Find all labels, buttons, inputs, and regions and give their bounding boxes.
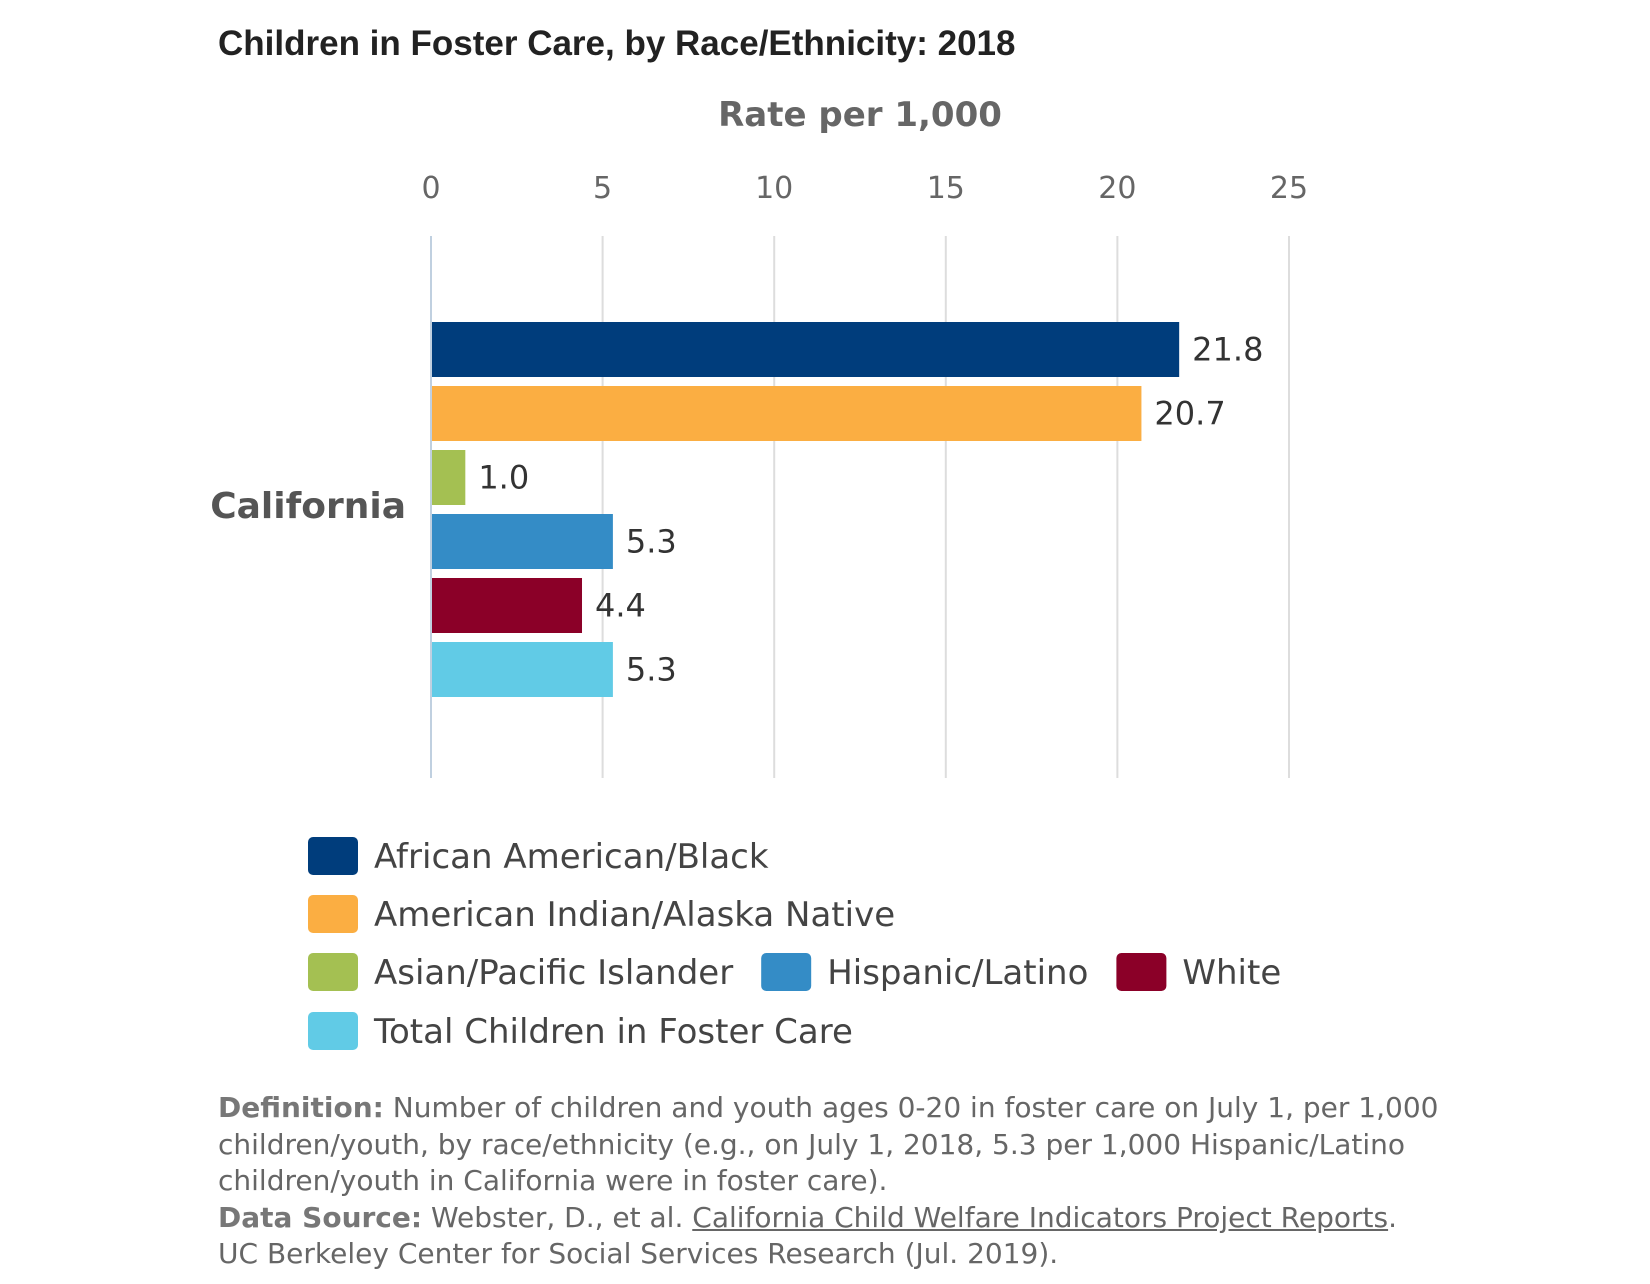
legend-label: White: [1182, 953, 1281, 993]
data-label: 4.4: [595, 587, 646, 625]
legend-label: African American/Black: [374, 837, 769, 877]
legend-swatch: [308, 837, 358, 875]
data-label: 1.0: [478, 459, 529, 497]
data-label: 5.3: [626, 523, 677, 561]
bar: [432, 642, 613, 697]
legend-item: Asian/Pacific Islander: [308, 953, 733, 993]
tick-label: 0: [421, 171, 440, 206]
tick-label: 10: [755, 171, 793, 206]
legend-swatch: [1116, 953, 1167, 991]
data-labels: 21.8 20.7 1.0 5.3 4.4 5.3: [478, 331, 1263, 689]
bar: [432, 322, 1180, 377]
legend-item: African American/Black: [308, 837, 769, 877]
bar: [432, 578, 583, 633]
source-text: Webster, D., et al.: [431, 1200, 684, 1234]
source-line-2: UC Berkeley Center for Social Services R…: [218, 1237, 1059, 1270]
tick-label: 15: [927, 171, 965, 206]
legend-swatch: [308, 953, 358, 991]
legend-item: White: [1116, 953, 1281, 993]
bars: [432, 322, 1180, 697]
chart-notes: Definition: Number of children and youth…: [218, 1090, 1558, 1273]
source-text-after: .: [1388, 1200, 1397, 1234]
legend-swatch: [308, 895, 358, 933]
category-label: California: [210, 486, 406, 527]
data-label: 21.8: [1192, 331, 1263, 369]
legend-item: Hispanic/Latino: [761, 953, 1088, 993]
tick-label: 5: [593, 171, 612, 206]
legend-label: Hispanic/Latino: [827, 953, 1088, 993]
legend-label: Total Children in Foster Care: [373, 1012, 853, 1052]
tick-label: 20: [1098, 171, 1136, 206]
chart-title: Children in Foster Care, by Race/Ethnici…: [218, 24, 1016, 63]
bar: [432, 514, 613, 569]
bar: [432, 386, 1142, 441]
legend-label: Asian/Pacific Islander: [374, 953, 733, 993]
x-axis-ticks: 0 5 10 15 20 25: [421, 171, 1308, 206]
legend-swatch: [308, 1012, 358, 1050]
data-label: 20.7: [1154, 395, 1225, 433]
legend: African American/Black American Indian/Al…: [308, 837, 1281, 1052]
definition-label: Definition:: [218, 1091, 384, 1124]
source-note: Data Source: Webster, D., et al. Califor…: [218, 1200, 1558, 1237]
definition-text: Number of children and youth ages 0-20 i…: [218, 1091, 1439, 1197]
definition-note: Definition: Number of children and youth…: [218, 1090, 1558, 1200]
legend-item: American Indian/Alaska Native: [308, 895, 895, 935]
x-axis-title: Rate per 1,000: [718, 95, 1002, 135]
data-label: 5.3: [626, 651, 677, 689]
bar-chart: Rate per 1,000 0 5 10 15 20 25 California 21.…: [210, 95, 1308, 1052]
bar: [432, 450, 466, 505]
legend-swatch: [761, 953, 812, 991]
tick-label: 25: [1270, 171, 1308, 206]
source-link[interactable]: California Child Welfare Indicators Proj…: [692, 1200, 1389, 1234]
legend-item: Total Children in Foster Care: [308, 1012, 853, 1052]
legend-label: American Indian/Alaska Native: [374, 895, 895, 935]
source-label: Data Source:: [218, 1200, 423, 1234]
